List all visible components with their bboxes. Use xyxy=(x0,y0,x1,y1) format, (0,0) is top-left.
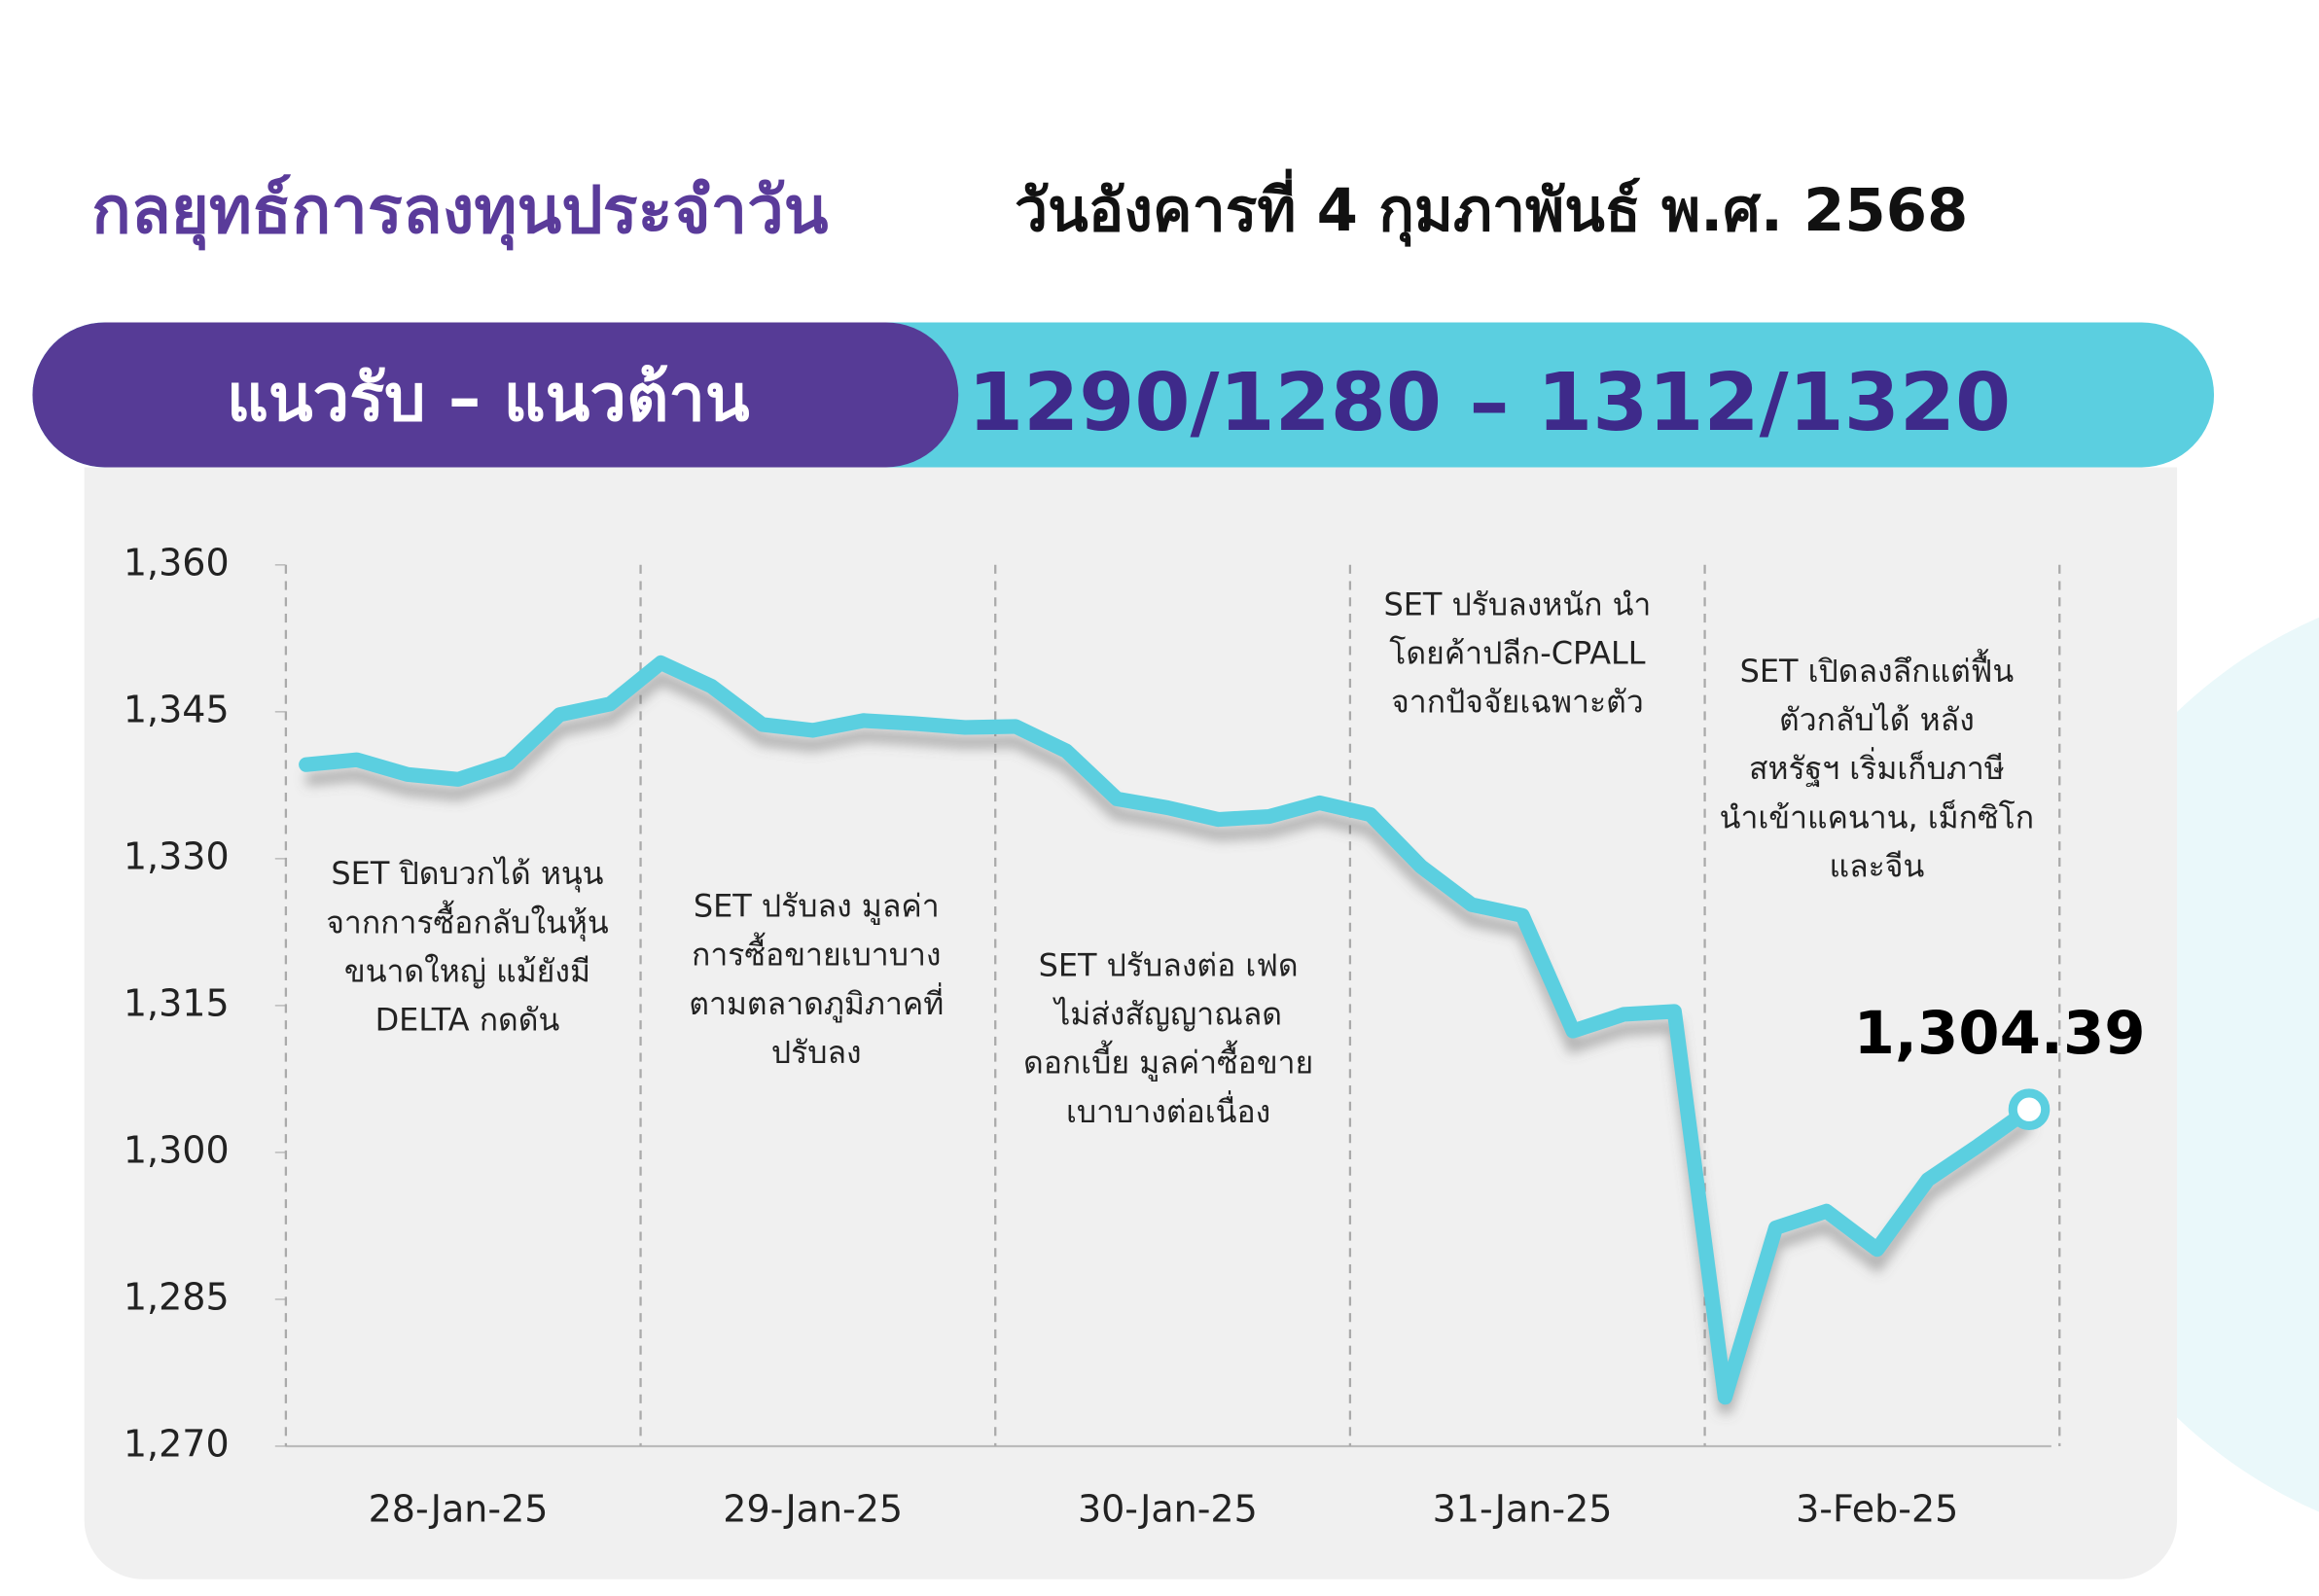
annotation: ไม่ส่งสัญญาณลด xyxy=(1052,996,1282,1033)
y-tick-label: 1,315 xyxy=(124,981,230,1024)
x-tick-label: 31-Jan-25 xyxy=(1433,1487,1613,1530)
banner-label: แนวรับ – แนวต้าน xyxy=(227,360,750,436)
annotation: ปรับลง xyxy=(771,1034,862,1071)
chart-panel xyxy=(84,467,2178,1579)
banner-value: 1290/1280 – 1312/1320 xyxy=(968,357,2011,449)
annotation: นำเข้าแคนาน, เม็กซิโก xyxy=(1720,798,2034,835)
y-tick-label: 1,360 xyxy=(124,541,230,584)
annotation: เบาบางต่อเนื่อง xyxy=(1066,1090,1270,1130)
title: กลยุทธ์การลงทุนประจำวัน xyxy=(91,172,829,251)
x-tick-label: 29-Jan-25 xyxy=(723,1487,903,1530)
annotation: จากปัจจัยเฉพาะตัว xyxy=(1391,684,1644,721)
annotation: ขนาดใหญ่ แม้ยังมี xyxy=(344,952,590,989)
subtitle: วันอังคารที่ 4 กุมภาพันธ์ พ.ศ. 2568 xyxy=(1015,168,1968,247)
last-point xyxy=(2008,1088,2051,1131)
x-tick-label: 30-Jan-25 xyxy=(1078,1487,1258,1530)
annotation: ตัวกลับได้ หลัง xyxy=(1779,701,1975,738)
annotation: จากการซื้อกลับในหุ้น xyxy=(326,900,609,941)
annotation: ดอกเบี้ย มูลค่าซื้อขาย xyxy=(1023,1041,1313,1082)
line xyxy=(299,655,2037,1405)
y-tick-label: 1,345 xyxy=(124,688,230,730)
annotation: SET ปรับลงต่อ เฟด xyxy=(1039,946,1299,983)
annotation: การซื้อขายเบาบาง xyxy=(692,933,941,974)
annotation: สหรัฐฯ เริ่มเก็บภาษี xyxy=(1749,747,2005,788)
y-tick-label: 1,285 xyxy=(124,1275,230,1318)
y-tick-label: 1,300 xyxy=(124,1128,230,1171)
annotation: SET ปรับลงหนัก นำ xyxy=(1384,585,1652,622)
annotation: และจีน xyxy=(1830,847,1925,884)
x-tick-label: 28-Jan-25 xyxy=(369,1487,549,1530)
value-label: 1,304.39 xyxy=(1854,1000,2146,1068)
annotation: โดยค้าปลีก-CPALL xyxy=(1389,635,1646,672)
annotation: SET ปิดบวกได้ หนุน xyxy=(331,855,603,893)
y-tick-label: 1,330 xyxy=(124,834,230,877)
annotation: ตามตลาดภูมิภาคที่ xyxy=(689,982,944,1023)
annotation: SET เปิดลงลึกแต่ฟื้น xyxy=(1740,649,2015,690)
annotation: SET ปรับลง มูลค่า xyxy=(694,888,940,926)
annotation: DELTA กดดัน xyxy=(375,1002,560,1039)
x-tick-label: 3-Feb-25 xyxy=(1796,1487,1958,1530)
y-tick-label: 1,270 xyxy=(124,1422,230,1465)
banner-left xyxy=(32,322,959,468)
